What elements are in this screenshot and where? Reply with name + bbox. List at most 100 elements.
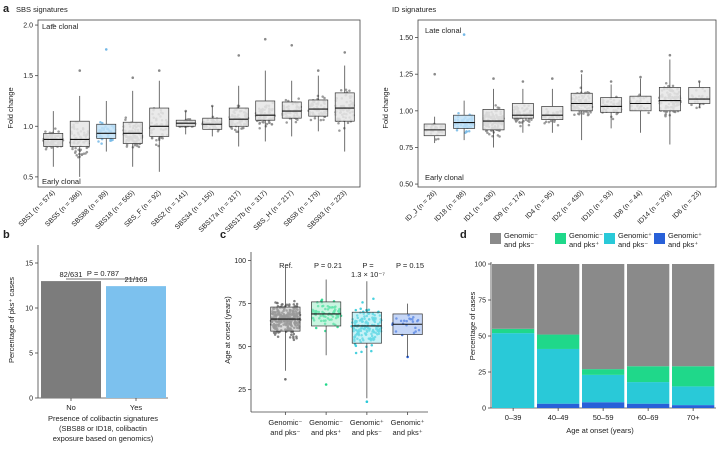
stack-segment: [537, 334, 580, 349]
data-point: [73, 151, 77, 154]
data-point: [336, 325, 339, 329]
legend-label-line2: and pks⁺: [668, 240, 698, 249]
data-point: [281, 302, 284, 306]
data-point: [455, 128, 459, 132]
outlier-point: [324, 383, 328, 386]
x-tick-label: ID4 (n = 95): [524, 189, 555, 220]
data-point: [287, 304, 291, 307]
x-tick-label-line2: and pks⁺: [311, 428, 341, 437]
data-point: [125, 145, 129, 148]
data-point: [268, 121, 271, 125]
data-point: [322, 118, 325, 122]
sbs-early-clonal-label: Early clonal: [42, 177, 81, 186]
data-point: [365, 345, 368, 348]
legend-label-line1: Genomic⁻: [569, 231, 603, 240]
legend-label-line2: and pks⁻: [618, 240, 648, 249]
panel-c-y-ticks: 25 50 75 100: [234, 258, 251, 394]
y-tick-label: 1.50: [399, 35, 413, 42]
data-point: [547, 120, 551, 124]
data-point: [513, 118, 517, 121]
outlier-point: [551, 77, 554, 80]
legend-label-line1: Genomic⁺: [668, 231, 702, 240]
data-point: [348, 89, 351, 92]
outlier-point: [492, 77, 495, 80]
data-point: [589, 111, 592, 114]
x-tick-label: ID8 (n = 44): [613, 189, 644, 220]
data-point: [321, 95, 324, 98]
data-point: [664, 81, 668, 85]
data-point: [549, 119, 553, 123]
x-tick-label: 40–49: [548, 413, 569, 422]
data-point: [292, 332, 296, 336]
sbs-y-axis-label: Fold change: [6, 87, 15, 128]
y-tick-label: 0: [29, 396, 33, 403]
data-point: [111, 138, 114, 142]
data-point: [527, 123, 531, 127]
data-point: [673, 110, 677, 114]
data-point: [287, 99, 290, 103]
data-point: [524, 118, 528, 121]
data-point: [354, 351, 358, 355]
data-point: [276, 335, 280, 338]
sbs-plot-frame: [37, 19, 361, 188]
panel-c-chart: c Age at onset (years) 25 50 75 100 Ref. P …: [220, 229, 428, 437]
outlier-point: [210, 104, 214, 108]
data-point: [100, 142, 103, 145]
data-point: [354, 308, 358, 312]
y-tick-label: 75: [478, 298, 486, 305]
data-point: [457, 112, 460, 115]
id-y-ticks: 0.50 0.75 1.00 1.25 1.50: [399, 35, 418, 189]
data-point: [288, 336, 292, 339]
data-point: [80, 153, 84, 157]
data-point: [586, 90, 589, 94]
panel-d-chart: d Percentage of cases 0 25 50 75 100 Genomic…: [460, 229, 716, 435]
data-point: [275, 301, 279, 305]
panel-d-x-tick-labels: 0–39 40–49 50–59 60–69 70+: [505, 408, 700, 422]
panel-b-p-value: P = 0.787: [87, 269, 119, 278]
data-point: [695, 106, 698, 110]
data-point: [346, 121, 350, 125]
data-point: [667, 84, 670, 88]
outlier-point: [157, 69, 161, 72]
y-tick-label: 50: [478, 334, 486, 341]
data-point: [343, 126, 346, 130]
y-tick-label: 75: [238, 301, 246, 308]
stack-segment: [627, 382, 670, 404]
panel-b-y-axis-label: Percentage of pks⁺ cases: [7, 277, 16, 363]
data-point: [74, 146, 77, 150]
legend-swatch: [654, 233, 665, 244]
panel-c-p2b: 1.3 × 10⁻⁷: [351, 270, 385, 279]
bar-yes: [106, 286, 166, 398]
id-marks: [423, 33, 711, 148]
data-point: [78, 152, 81, 156]
box: [351, 311, 382, 344]
box: [334, 92, 355, 122]
y-tick-label: 1.0: [23, 124, 33, 131]
data-point: [101, 121, 104, 125]
box: [482, 109, 505, 131]
data-point: [437, 137, 440, 141]
data-point: [285, 121, 288, 124]
data-point: [293, 299, 296, 303]
box: [69, 120, 90, 147]
y-tick-label: 2.0: [23, 23, 33, 30]
data-point: [496, 134, 500, 137]
data-point: [85, 150, 89, 154]
data-point: [573, 113, 576, 116]
panel-c-label: c: [220, 229, 226, 241]
outlier-point: [343, 51, 347, 54]
panel-d-y-ticks: 0 25 50 75 100: [474, 262, 491, 413]
panel-c-y-axis-label: Age at onset (years): [223, 296, 232, 364]
outlier-point: [290, 44, 294, 47]
data-point: [290, 333, 293, 336]
data-point: [372, 297, 375, 300]
data-point: [647, 111, 650, 115]
data-point: [664, 113, 667, 117]
outlier-point: [609, 80, 613, 83]
y-tick-label: 50: [238, 344, 246, 351]
data-point: [339, 88, 343, 92]
data-point: [582, 110, 585, 114]
x-tick-label: 70+: [687, 413, 700, 422]
x-tick-label: ID6 (n = 23): [671, 189, 702, 220]
